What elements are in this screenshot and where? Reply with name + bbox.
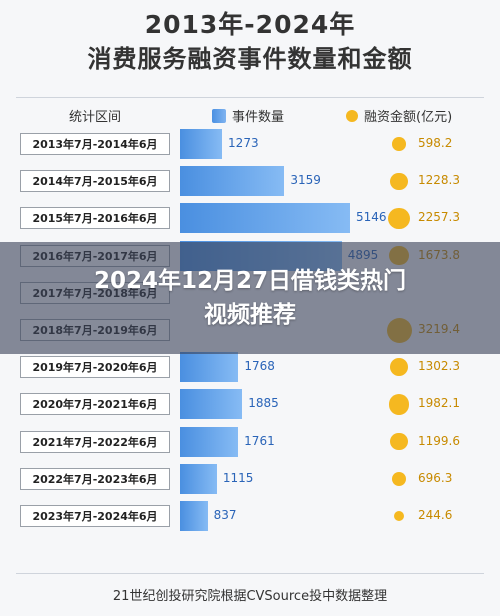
source-note: 21世纪创投研究院根据CVSource投中数据整理 bbox=[112, 589, 388, 604]
header-amount: 融资金额(亿元) bbox=[346, 106, 452, 125]
header-count: 事件数量 bbox=[212, 106, 284, 125]
count-value-label: 1885 bbox=[248, 396, 279, 411]
amount-value-label: 2257.3 bbox=[418, 210, 460, 225]
amount-dot bbox=[390, 172, 408, 190]
amount-value-label: 1228.3 bbox=[418, 173, 460, 188]
amount-value-label: 244.6 bbox=[418, 508, 453, 522]
count-value-label: 837 bbox=[213, 508, 237, 522]
count-value-label: 3159 bbox=[290, 173, 321, 188]
count-bar bbox=[180, 352, 239, 383]
period-label: 2022年7月-2023年6月 bbox=[20, 467, 170, 490]
amount-dot bbox=[390, 432, 408, 451]
count-bar bbox=[180, 501, 208, 531]
period-label: 2021年7月-2022年6月 bbox=[20, 430, 170, 453]
period-label: 2013年7月-2014年6月 bbox=[20, 133, 170, 155]
count-value-label: 5146 bbox=[356, 210, 387, 225]
period-label: 2019年7月-2020年6月 bbox=[20, 356, 170, 379]
video-title-overlay: 2024年12月27日借钱类热门视频推荐 bbox=[0, 242, 500, 354]
chart-title: 2013年-2024年 消费服务融资事件数量和金额 bbox=[0, 8, 500, 76]
header-period: 统计区间 bbox=[68, 110, 121, 125]
header-amount-label: 融资金额(亿元) bbox=[364, 110, 453, 125]
top-divider bbox=[16, 97, 484, 98]
amount-value-label: 1982.1 bbox=[418, 396, 460, 411]
period-label: 2014年7月-2015年6月 bbox=[20, 170, 170, 193]
chart-title-line-2: 消费服务融资事件数量和金额 bbox=[87, 45, 413, 73]
count-bar bbox=[180, 129, 223, 159]
amount-value-label: 598.2 bbox=[418, 136, 453, 150]
period-label: 2020年7月-2021年6月 bbox=[20, 393, 170, 416]
bar-legend-icon bbox=[212, 108, 226, 123]
count-value-label: 1115 bbox=[222, 470, 254, 485]
amount-dot bbox=[388, 394, 410, 415]
amount-value-label: 1199.6 bbox=[418, 433, 460, 448]
header-count-label: 事件数量 bbox=[232, 110, 285, 125]
count-bar bbox=[180, 389, 243, 420]
count-value-label: 1273 bbox=[228, 136, 259, 150]
count-bar bbox=[180, 203, 350, 234]
count-value-label: 1761 bbox=[244, 433, 275, 448]
amount-dot bbox=[388, 207, 410, 230]
amount-value-label: 1302.3 bbox=[418, 359, 460, 374]
bottom-divider bbox=[16, 573, 484, 574]
overlay-title: 2024年12月27日借钱类热门视频推荐 bbox=[93, 268, 407, 328]
count-bar bbox=[180, 463, 217, 494]
amount-dot bbox=[390, 358, 408, 377]
period-label: 2023年7月-2024年6月 bbox=[20, 505, 170, 527]
count-bar bbox=[180, 166, 285, 197]
period-label: 2015年7月-2016年6月 bbox=[20, 207, 170, 230]
amount-value-label: 696.3 bbox=[418, 470, 453, 485]
count-value-label: 1768 bbox=[244, 359, 275, 374]
amount-dot bbox=[391, 471, 407, 486]
table-header: 统计区间 事件数量 融资金额(亿元) bbox=[0, 106, 500, 128]
chart-title-line-1: 2013年-2024年 bbox=[144, 10, 356, 39]
dot-legend-icon bbox=[346, 109, 358, 122]
amount-dot bbox=[393, 510, 405, 522]
count-bar bbox=[180, 426, 239, 457]
amount-dot bbox=[392, 137, 406, 151]
